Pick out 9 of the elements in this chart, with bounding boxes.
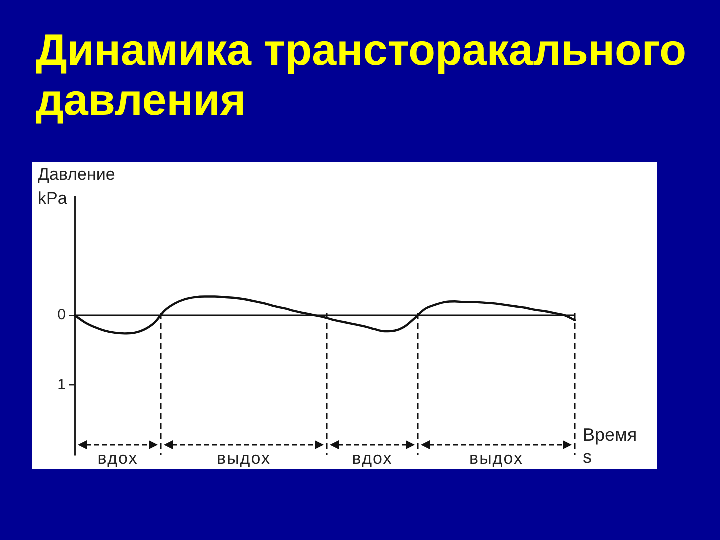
y-tick-label: 0 (58, 306, 66, 324)
chart-title: Динамика трансторакального давления (36, 26, 688, 126)
y-axis-title: Давление kPa (38, 164, 116, 210)
annotation: выдох (216, 449, 272, 469)
annotation: выдох (468, 449, 524, 469)
annotation: вдох (96, 449, 140, 469)
y-tick-label: 1 (58, 376, 66, 394)
annotation: вдох (351, 449, 394, 469)
x-axis-title: Время s (583, 424, 638, 468)
